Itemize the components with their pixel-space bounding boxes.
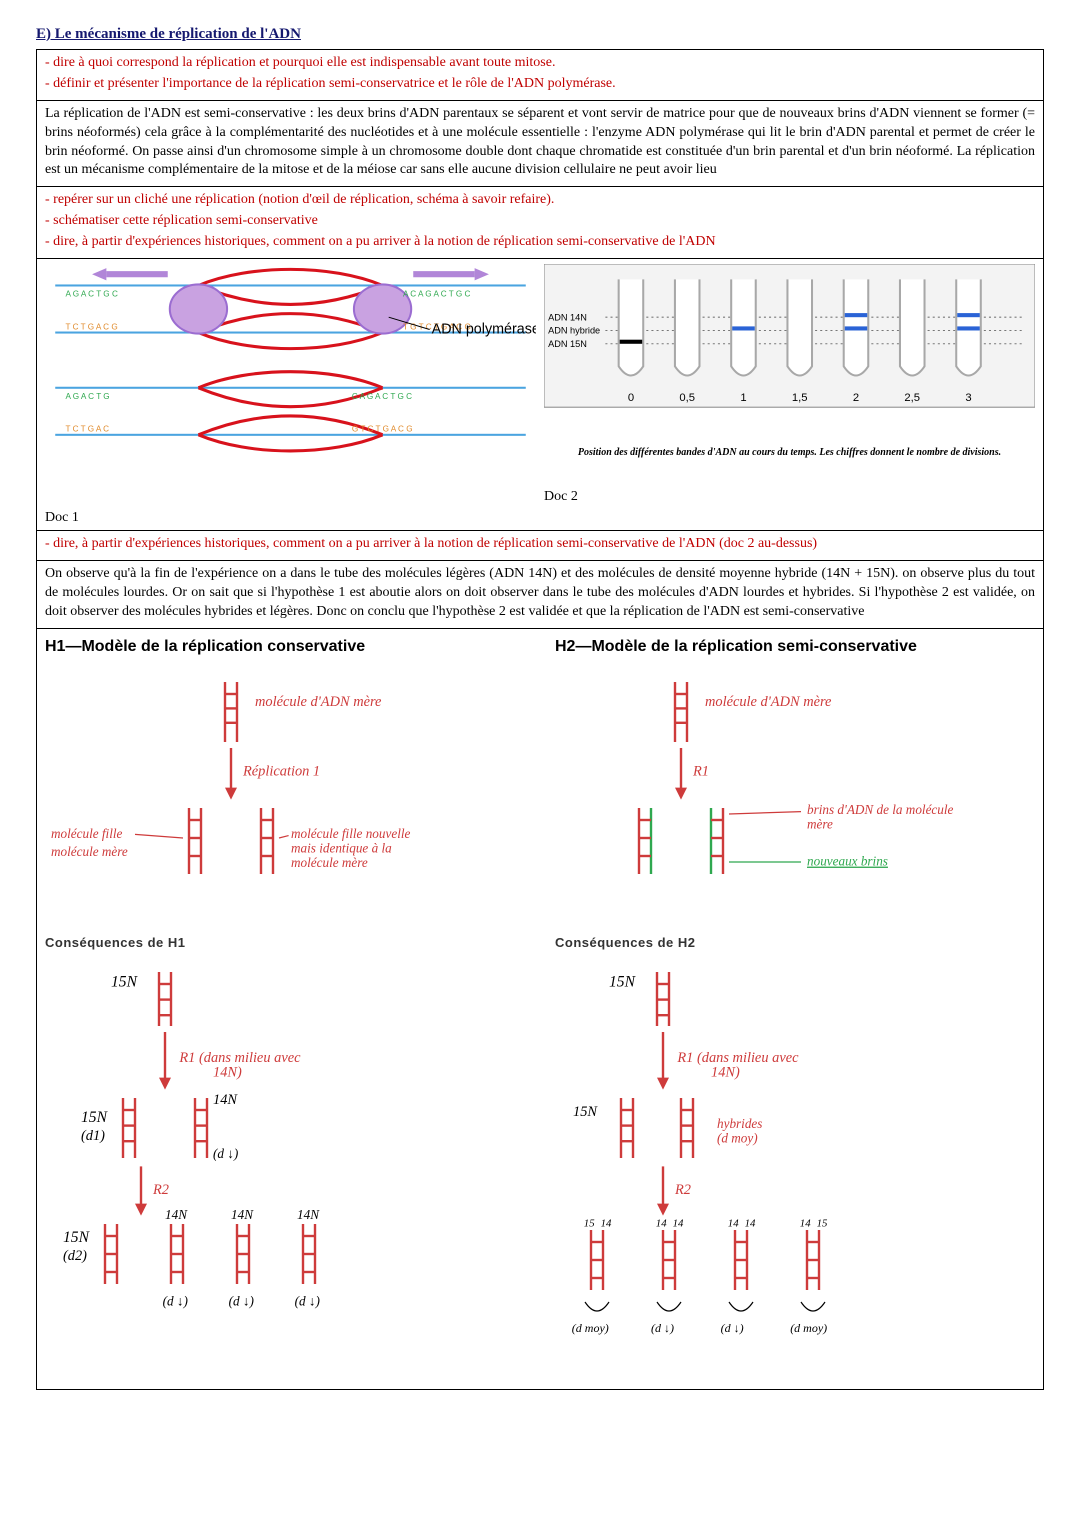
label-nouveaux-brins: nouveaux brins [807, 853, 888, 868]
h2-d-moy-b: (d moy) [790, 1321, 827, 1335]
svg-text:G T C T G A C G: G T C T G A C G [352, 425, 413, 434]
conseq-h2-title: Conséquences de H2 [555, 935, 1035, 950]
instr-line: - repérer sur un cliché une réplication … [45, 191, 1035, 210]
svg-text:14: 14 [656, 1217, 667, 1229]
gen2-14n-b: 14N [231, 1207, 254, 1222]
gen1-dlight: (d ↓) [213, 1146, 238, 1161]
svg-text:hybrides(d moy): hybrides(d moy) [717, 1116, 762, 1145]
instr-line: - schématiser cette réplication semi-con… [45, 212, 1035, 231]
svg-text:14: 14 [629, 1086, 640, 1098]
legend-14n: ADN 14N [548, 312, 587, 322]
svg-text:14: 14 [800, 1217, 811, 1229]
h1-consequences: 15N R1 (dans milieu avec 14N) 15N (d1) [45, 960, 525, 1349]
svg-text:1: 1 [740, 392, 746, 404]
definition-text: La réplication de l'ADN est semi-conserv… [45, 105, 1035, 181]
svg-text:14: 14 [673, 1086, 684, 1098]
label-replication1: Réplication 1 [242, 763, 320, 779]
intro-line: - définir et présenter l'importance de l… [45, 75, 1035, 94]
h2-gen0-15n: 15N [609, 973, 637, 990]
svg-text:15: 15 [613, 1086, 624, 1098]
instr-line-3: - dire, à partir d'expériences historiqu… [45, 535, 1035, 554]
replication-eye-diagram: A G A C T G C A C A G A C T G C T C T G … [45, 264, 536, 499]
svg-text:1,5: 1,5 [792, 392, 808, 404]
doc2-figure: ADN 14N ADN hybride ADN 15N 0 0,5 1 1,5 2 2,5… [544, 264, 1035, 505]
instruction-box-3: - dire, à partir d'expériences historiqu… [36, 530, 1044, 561]
svg-text:2: 2 [853, 392, 859, 404]
svg-text:A C A G A C T G C: A C A G A C T G C [403, 290, 470, 299]
gen2-dl-b: (d ↓) [229, 1293, 254, 1308]
analysis-text: On observe qu'à la fin de l'expérience o… [45, 565, 1035, 622]
h2-d-light-b: (d ↓) [721, 1321, 744, 1335]
h2-consequences: 15N R1 (dans milieu avec 14N) 15N 15 14 [555, 960, 1035, 1349]
definition-box: La réplication de l'ADN est semi-conserv… [36, 100, 1044, 188]
svg-text:15: 15 [689, 1086, 700, 1098]
svg-text:14: 14 [745, 1217, 756, 1229]
svg-text:14: 14 [601, 1217, 612, 1229]
doc1-caption: Doc 1 [45, 510, 536, 526]
label-r1: R1 [692, 763, 709, 779]
svg-text:A G A C T G: A G A C T G [65, 392, 109, 401]
svg-text:A G A C T G C: A G A C T G C [65, 290, 117, 299]
svg-text:brins d'ADN de la molécule: brins d'ADN de la molécule mère [807, 802, 957, 831]
doc2-subcaption: Position des différentes bandes d'ADN au… [544, 447, 1035, 459]
svg-text:0: 0 [628, 392, 634, 404]
svg-text:15: 15 [584, 1217, 595, 1229]
svg-text:0,5: 0,5 [679, 392, 695, 404]
svg-text:15: 15 [817, 1217, 828, 1229]
svg-text:molécule fille nouvelle: molécule fille nouvelle mais identique à… [291, 826, 414, 870]
gen2-d2: (d2) [63, 1248, 87, 1264]
gen2-14n-c: 14N [297, 1207, 320, 1222]
svg-text:T C T G A C G: T C T G A C G [65, 322, 117, 331]
analysis-box: On observe qu'à la fin de l'expérience o… [36, 560, 1044, 629]
h2-d-light-a: (d ↓) [651, 1321, 674, 1335]
test-tubes-diagram: ADN 14N ADN hybride ADN 15N 0 0,5 1 1,5 2 2,5… [544, 264, 1035, 438]
model-h2-title: H2—Modèle de la réplication semi-conserv… [555, 638, 1035, 656]
adn-polymerase-label: ADN polymérase [432, 322, 536, 338]
gen2-dl-a: (d ↓) [163, 1293, 188, 1308]
instructions-box-2: - repérer sur un cliché une réplication … [36, 186, 1044, 259]
svg-text:R1 (dans milieu avec: R1 (dans milieu avec 14N) [178, 1050, 304, 1080]
gen2-15n: 15N [63, 1229, 91, 1246]
svg-text:14: 14 [673, 1217, 684, 1229]
gen0-15n: 15N [111, 973, 139, 990]
gen1-d1: (d1) [81, 1128, 105, 1144]
gen1-15n: 15N [81, 1109, 109, 1126]
svg-text:R1 (dans milieu avec: R1 (dans milieu avec 14N) [676, 1050, 802, 1080]
label-mol-mere-left: molécule mère [51, 844, 128, 859]
section-title: E) Le mécanisme de réplication de l'ADN [36, 26, 1044, 43]
intro-instructions-box: - dire à quoi correspond la réplication … [36, 49, 1044, 101]
model-h1-title: H1—Modèle de la réplication conservative [45, 638, 525, 656]
conseq-h1-title: Conséquences de H1 [45, 935, 525, 950]
doc1-figure: A G A C T G C A C A G A C T G C T C T G … [45, 264, 536, 526]
h2-gen1-15n: 15N [573, 1104, 598, 1120]
label-r2-h1: R2 [152, 1182, 169, 1198]
label-mol-mere-h2: molécule d'ADN mère [705, 694, 832, 710]
legend-hybride: ADN hybride [548, 326, 600, 336]
label-r2-h2: R2 [674, 1182, 691, 1198]
svg-text:3: 3 [965, 392, 971, 404]
svg-text:14: 14 [728, 1217, 739, 1229]
doc2-caption: Doc 2 [544, 489, 1035, 505]
h2-sketch: molécule d'ADN mère R1 brins d'ADN de la… [555, 670, 1035, 915]
instr-line: - dire, à partir d'expériences historiqu… [45, 233, 1035, 252]
intro-line: - dire à quoi correspond la réplication … [45, 54, 1035, 73]
legend-15n: ADN 15N [548, 339, 587, 349]
figures-row: A G A C T G C A C A G A C T G C T C T G … [36, 258, 1044, 531]
label-mol-mere: molécule d'ADN mère [255, 694, 382, 710]
gen2-dl-c: (d ↓) [295, 1293, 320, 1308]
svg-text:T C T G A C: T C T G A C [65, 425, 109, 434]
models-panel: H1—Modèle de la réplication conservative… [36, 628, 1044, 1390]
svg-text:2,5: 2,5 [904, 392, 920, 404]
h1-sketch: molécule d'ADN mère Réplication 1 molécu… [45, 670, 525, 915]
gen1-14n: 14N [213, 1092, 238, 1108]
gen2-14n-a: 14N [165, 1207, 188, 1222]
svg-text:C A G A C T G C: C A G A C T G C [352, 392, 412, 401]
label-mol-fille: molécule fille [51, 826, 123, 841]
h2-d-moy-a: (d moy) [572, 1321, 609, 1335]
